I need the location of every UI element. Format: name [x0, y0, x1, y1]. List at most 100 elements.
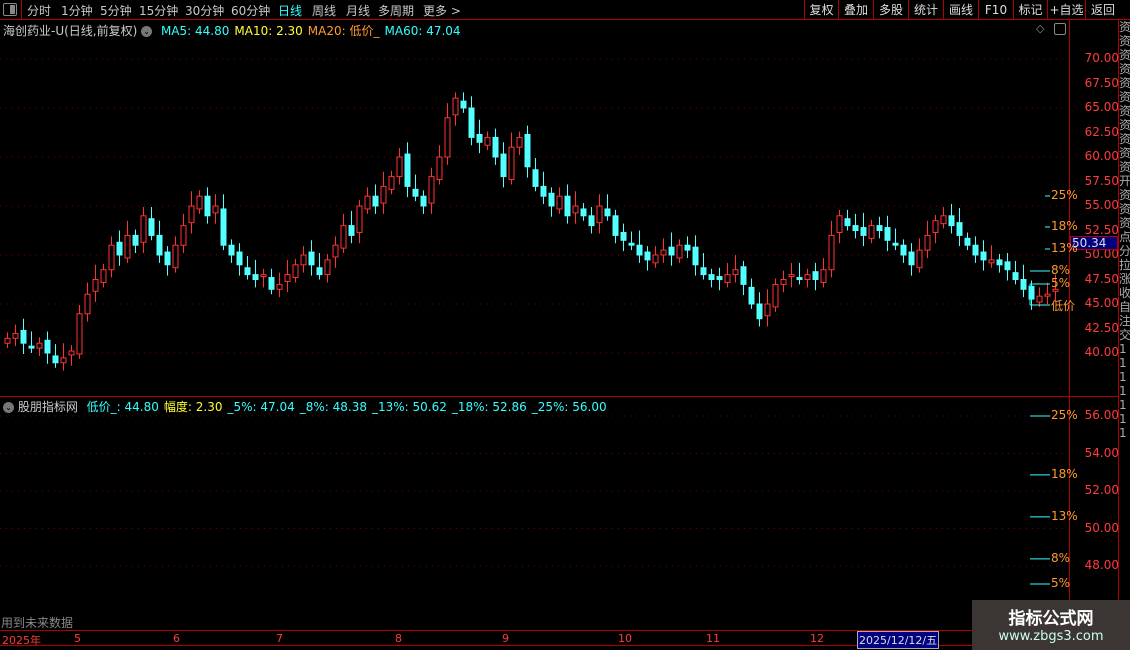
- candle: [1044, 293, 1051, 297]
- time-label: 7: [276, 632, 283, 645]
- indicator-legend: ⌄ 股朋指标网 低价_: 44.80 幅度: 2.30 _5%: 47.04 _8%:…: [3, 398, 607, 415]
- candle: [260, 274, 267, 278]
- price-tick: 65.00: [1084, 100, 1119, 114]
- side-panel-glyph: 资: [1119, 104, 1130, 118]
- candle: [700, 267, 707, 276]
- candle: [764, 303, 771, 317]
- future-data-note: 用到未来数据: [1, 616, 74, 630]
- indicator-value: _18%: 52.86: [451, 400, 527, 414]
- tab-period-2[interactable]: 5分钟: [100, 4, 132, 18]
- panel-toggle-icon[interactable]: [1054, 23, 1066, 35]
- candle: [60, 357, 67, 364]
- candlestick-chart[interactable]: [0, 37, 1070, 630]
- candle: [188, 205, 195, 224]
- tab-period-7[interactable]: 周线: [312, 4, 337, 18]
- tab-period-8[interactable]: 月线: [346, 4, 371, 18]
- level-label: 5%: [1051, 276, 1071, 290]
- price-tick: 40.00: [1084, 345, 1119, 359]
- tab-period-10[interactable]: 更多 >: [423, 4, 461, 18]
- candle: [532, 169, 539, 187]
- watermark: 指标公式网 www.zbgs3.com: [972, 600, 1130, 650]
- candle: [604, 208, 611, 217]
- candle: [684, 244, 691, 251]
- side-panel-glyph: 收: [1119, 286, 1130, 300]
- side-panel-glyph: 资: [1119, 146, 1130, 160]
- toolbar-button-4[interactable]: 画线: [943, 0, 978, 20]
- chevron-down-icon[interactable]: ⌄: [141, 26, 153, 37]
- candle: [1020, 279, 1027, 290]
- panel-toggle-icon[interactable]: [3, 3, 17, 16]
- ma-value: MA10: 2.30: [234, 24, 303, 38]
- side-panel-glyph: 1: [1119, 342, 1127, 356]
- candle: [196, 195, 203, 210]
- side-panel-glyph: 1: [1119, 356, 1127, 370]
- main-legend: 海创药业-U(日线,前复权) ⌄ MA5: 44.80 MA10: 2.30 MA2…: [3, 22, 461, 39]
- side-panel-glyph: 1: [1119, 412, 1127, 426]
- candle: [372, 195, 379, 207]
- candle: [444, 117, 451, 158]
- candle: [300, 254, 307, 266]
- price-tick: 70.00: [1084, 51, 1119, 65]
- side-panel-glyph: 资: [1119, 216, 1130, 230]
- toolbar-button-2[interactable]: 多股: [873, 0, 908, 20]
- tab-period-9[interactable]: 多周期: [378, 4, 415, 18]
- candle: [252, 274, 259, 281]
- candle: [220, 208, 227, 246]
- indicator-value: 幅度: 2.30: [163, 400, 223, 414]
- candle: [20, 329, 27, 344]
- indicator-tick: 54.00: [1084, 445, 1119, 460]
- indicator-value: _5%: 47.04: [227, 400, 295, 414]
- toolbar-button-6[interactable]: 标记: [1013, 0, 1047, 20]
- candle: [1036, 295, 1043, 303]
- side-panel-glyph: 资: [1119, 132, 1130, 146]
- candle: [412, 188, 419, 197]
- toolbar-button-3[interactable]: 统计: [908, 0, 943, 20]
- candle: [276, 283, 283, 290]
- price-tick: 67.50: [1084, 75, 1119, 90]
- time-label: 6: [173, 632, 180, 645]
- tab-period-3[interactable]: 15分钟: [139, 4, 179, 18]
- candle: [956, 222, 963, 236]
- side-panel-glyph: 点: [1119, 230, 1130, 244]
- candle: [316, 267, 323, 276]
- candle: [988, 259, 995, 264]
- tab-period-5[interactable]: 60分钟: [231, 4, 271, 18]
- candle: [476, 133, 483, 143]
- toolbar-button-7[interactable]: +自选: [1047, 0, 1085, 20]
- candle: [324, 259, 331, 276]
- candle: [268, 277, 275, 290]
- candle: [644, 251, 651, 261]
- chevron-down-icon[interactable]: ⌄: [3, 402, 14, 413]
- candle: [468, 107, 475, 138]
- toolbar-button-0[interactable]: 复权: [804, 0, 838, 20]
- side-panel-glyph: 资: [1119, 34, 1130, 48]
- side-panel-glyph: 资: [1119, 188, 1130, 202]
- toolbar-button-5[interactable]: F10: [978, 0, 1013, 20]
- price-tick: 62.50: [1084, 124, 1119, 139]
- tab-period-1[interactable]: 1分钟: [61, 4, 93, 18]
- candle: [876, 225, 883, 232]
- toolbar-button-8[interactable]: 返回: [1085, 0, 1120, 20]
- tab-period-4[interactable]: 30分钟: [185, 4, 225, 18]
- indicator-values: 低价_: 44.80 幅度: 2.30 _5%: 47.04 _8%: 48.38 _1…: [82, 400, 607, 414]
- side-panel-glyph: 资: [1119, 20, 1130, 34]
- price-tick: 60.00: [1084, 149, 1119, 163]
- candle: [732, 269, 739, 276]
- candle: [332, 244, 339, 258]
- candle: [420, 195, 427, 207]
- side-panel-glyph: 资: [1119, 90, 1130, 104]
- price-tick: 45.00: [1084, 296, 1119, 310]
- tab-period-0[interactable]: 分时: [27, 4, 52, 18]
- toolbar-button-1[interactable]: 叠加: [838, 0, 873, 20]
- candle: [548, 192, 555, 207]
- divider: [21, 0, 22, 20]
- candle: [452, 97, 459, 116]
- candle: [884, 227, 891, 241]
- candle: [484, 136, 491, 146]
- side-panel-glyph: 分: [1119, 244, 1130, 258]
- candle: [796, 277, 803, 280]
- candle: [804, 274, 811, 281]
- diamond-icon[interactable]: ◇: [1036, 22, 1045, 35]
- tab-period-6[interactable]: 日线: [278, 4, 303, 18]
